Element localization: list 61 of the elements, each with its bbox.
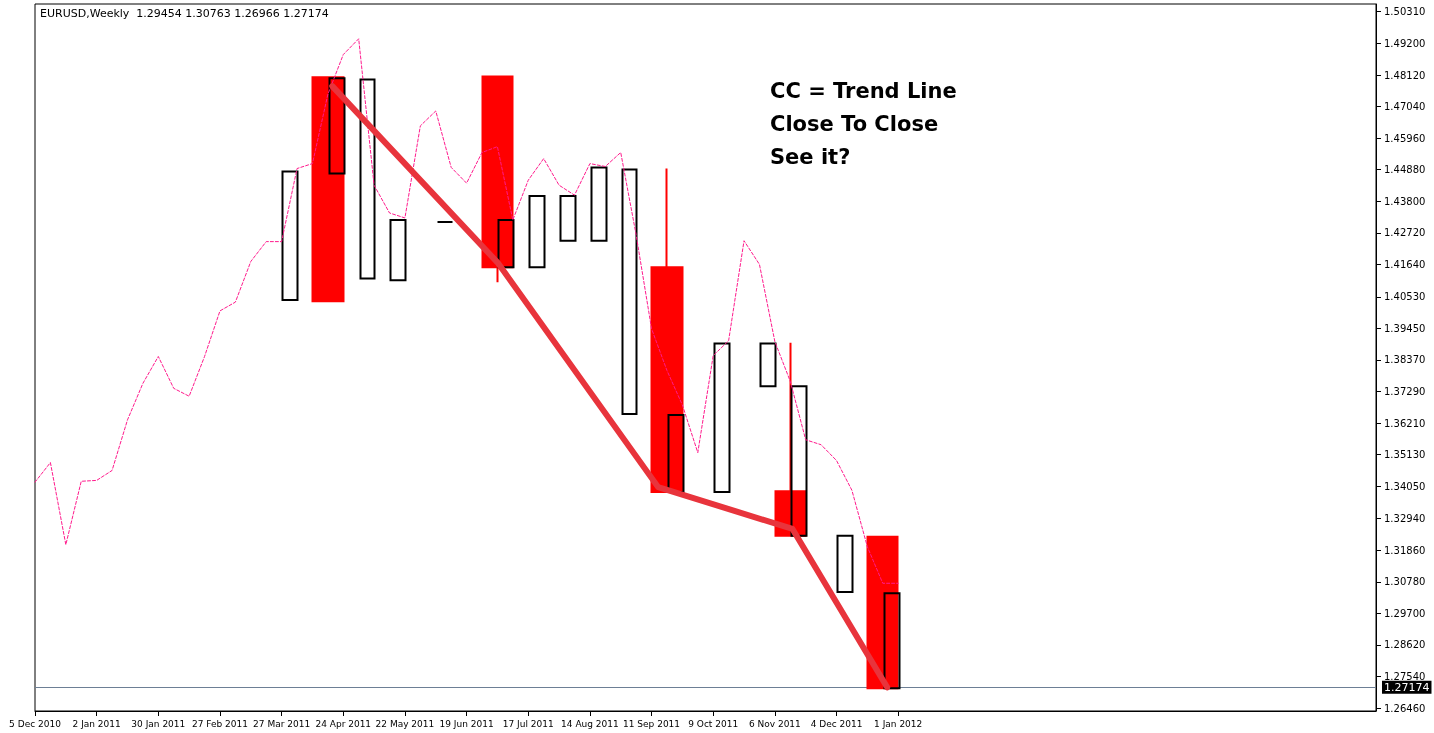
candlestick <box>359 78 376 280</box>
y-tick-label: 1.38370 <box>1384 354 1426 366</box>
candlestick <box>481 75 514 284</box>
y-tick-label: 1.39450 <box>1384 322 1426 334</box>
y-tick-label: 1.44880 <box>1384 164 1426 176</box>
y-tick-label: 1.45960 <box>1384 132 1426 144</box>
candlestick <box>497 218 515 269</box>
y-tick-label: 1.26460 <box>1384 702 1426 714</box>
chart-title: EURUSD,Weekly 1.29454 1.30763 1.26966 1.27174 <box>40 7 329 20</box>
ref-line-label: 1.27174 <box>1384 680 1430 694</box>
y-tick-label: 1.47040 <box>1384 101 1426 113</box>
y-tick-label: 1.41640 <box>1384 258 1426 270</box>
y-tick-label: 1.43800 <box>1384 195 1426 207</box>
candlestick <box>883 592 901 690</box>
y-tick-label: 1.49200 <box>1384 37 1426 49</box>
x-tick-label: 19 Jun 2011 <box>439 718 494 729</box>
x-tick-label: 1 Jan 2012 <box>874 718 923 729</box>
annotation: CC = Trend Line <box>770 78 957 103</box>
y-tick-label: 1.27540 <box>1384 671 1426 683</box>
candlestick <box>389 218 407 282</box>
y-tick-label: 1.31860 <box>1384 544 1426 556</box>
candlestick <box>621 168 638 416</box>
x-tick-label: 27 Mar 2011 <box>253 718 311 729</box>
x-tick-label: 4 Dec 2011 <box>810 718 863 729</box>
x-tick-label: 11 Sep 2011 <box>623 718 681 729</box>
x-tick-label: 6 Nov 2011 <box>748 718 801 729</box>
candlestick <box>436 221 454 224</box>
y-tick-label: 1.42720 <box>1384 227 1426 239</box>
x-tick-label: 9 Oct 2011 <box>688 718 739 729</box>
y-tick-label: 1.30780 <box>1384 576 1426 588</box>
candlestick <box>759 342 777 388</box>
x-tick-label: 30 Jan 2011 <box>131 718 186 729</box>
y-tick-label: 1.35130 <box>1384 449 1426 461</box>
y-tick-label: 1.29700 <box>1384 607 1426 619</box>
candlestick <box>836 534 854 594</box>
y-tick-label: 1.37290 <box>1384 386 1426 398</box>
candlestick <box>528 195 546 269</box>
candlestick <box>713 342 731 494</box>
y-tick-label: 1.28620 <box>1384 639 1426 651</box>
annotation: See it? <box>770 144 851 169</box>
y-tick-label: 1.36210 <box>1384 417 1426 429</box>
y-tick-label: 1.34050 <box>1384 480 1426 492</box>
y-tick-label: 1.50310 <box>1384 5 1426 17</box>
candlestick <box>281 170 299 302</box>
x-tick-label: 27 Feb 2011 <box>191 718 248 729</box>
y-tick-label: 1.32940 <box>1384 513 1426 525</box>
x-tick-label: 5 Dec 2010 <box>9 718 62 729</box>
candlestick <box>590 166 608 242</box>
candlestick <box>790 385 808 537</box>
x-tick-label: 24 Apr 2011 <box>315 718 372 729</box>
x-tick-label: 2 Jan 2011 <box>72 718 121 729</box>
y-tick-label: 1.48120 <box>1384 69 1426 81</box>
annotation: Close To Close <box>770 111 939 136</box>
candlestick <box>559 195 577 242</box>
x-tick-label: 17 Jul 2011 <box>502 718 554 729</box>
x-tick-label: 22 May 2011 <box>375 718 435 729</box>
candlestick <box>650 167 684 494</box>
y-tick-label: 1.40530 <box>1384 291 1426 303</box>
candlestick <box>311 76 345 303</box>
x-tick-label: 14 Aug 2011 <box>561 718 619 729</box>
candlestick <box>328 77 346 175</box>
